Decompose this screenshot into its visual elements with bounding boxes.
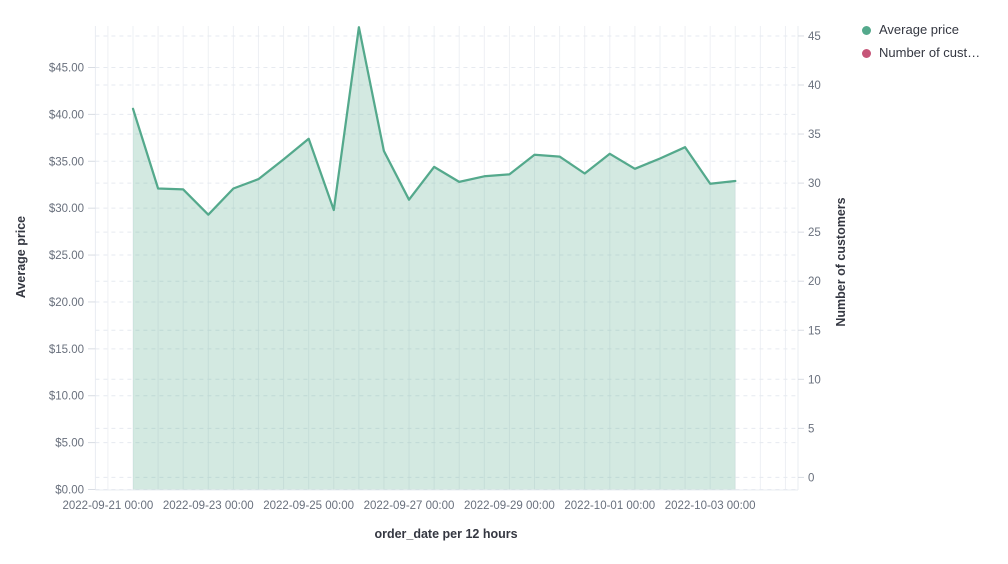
legend-item-average-price[interactable]: Average price (862, 22, 980, 38)
legend-label-number-of-customers: Number of cust… (879, 45, 981, 60)
number-of-customers-dot-icon (862, 48, 871, 58)
average-price-area[interactable] (133, 27, 736, 490)
legend: Average price Number of cust… (862, 22, 980, 61)
right-axis-tick-label: 35 (808, 129, 821, 141)
left-axis-tick-label: $15.00 (49, 344, 84, 356)
left-axis-title: Average price (14, 216, 28, 298)
x-axis-tick-label: 2022-10-01 00:00 (564, 500, 655, 512)
right-axis-tick-label: 30 (808, 178, 821, 190)
right-axis-tick-label: 5 (808, 423, 814, 435)
x-axis-tick-label: 2022-09-29 00:00 (464, 500, 555, 512)
average-price-dot-icon (862, 25, 871, 35)
left-axis-tick-label: $10.00 (49, 391, 84, 403)
x-axis-tick-label: 2022-09-23 00:00 (163, 500, 254, 512)
x-axis-title: order_date per 12 hours (374, 527, 517, 541)
left-axis-tick-label: $40.00 (49, 109, 84, 121)
right-axis-tick-label: 20 (808, 276, 821, 288)
left-axis-tick-label: $25.00 (49, 250, 84, 262)
x-axis-tick-label: 2022-10-03 00:00 (665, 500, 756, 512)
x-axis-tick-label: 2022-09-25 00:00 (263, 500, 354, 512)
right-axis-tick-label: 40 (808, 80, 821, 92)
left-axis-tick-label: $35.00 (49, 156, 84, 168)
right-axis-title: Number of customers (834, 197, 848, 326)
left-axis-tick-label: $0.00 (55, 485, 84, 497)
right-axis-tick-label: 15 (808, 325, 821, 337)
left-axis-tick-label: $30.00 (49, 203, 84, 215)
x-axis-tick-label: 2022-09-27 00:00 (364, 500, 455, 512)
legend-item-number-of-customers[interactable]: Number of cust… (862, 45, 980, 61)
right-axis-tick-label: 10 (808, 374, 821, 386)
left-axis-tick-label: $45.00 (49, 63, 84, 75)
right-axis-tick-label: 25 (808, 227, 821, 239)
left-axis-tick-label: $20.00 (49, 297, 84, 309)
right-axis-tick-label: 0 (808, 472, 814, 484)
x-axis-tick-label: 2022-09-21 00:00 (62, 500, 153, 512)
legend-label-average-price: Average price (879, 22, 959, 37)
left-axis-tick-label: $5.00 (55, 438, 84, 450)
right-axis-tick-label: 45 (808, 31, 821, 43)
average-price-line[interactable] (131, 26, 737, 216)
